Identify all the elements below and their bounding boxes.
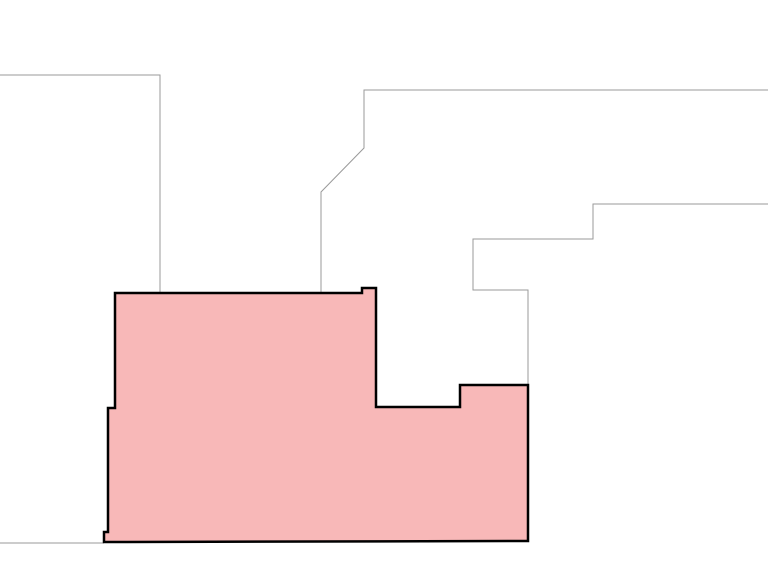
- parcel-outline: [0, 74, 161, 293]
- parcel-outline: [472, 203, 768, 385]
- parcel-outlines: [0, 74, 768, 544]
- highlighted-parcel: [102, 286, 530, 544]
- parcel-outline: [320, 89, 768, 293]
